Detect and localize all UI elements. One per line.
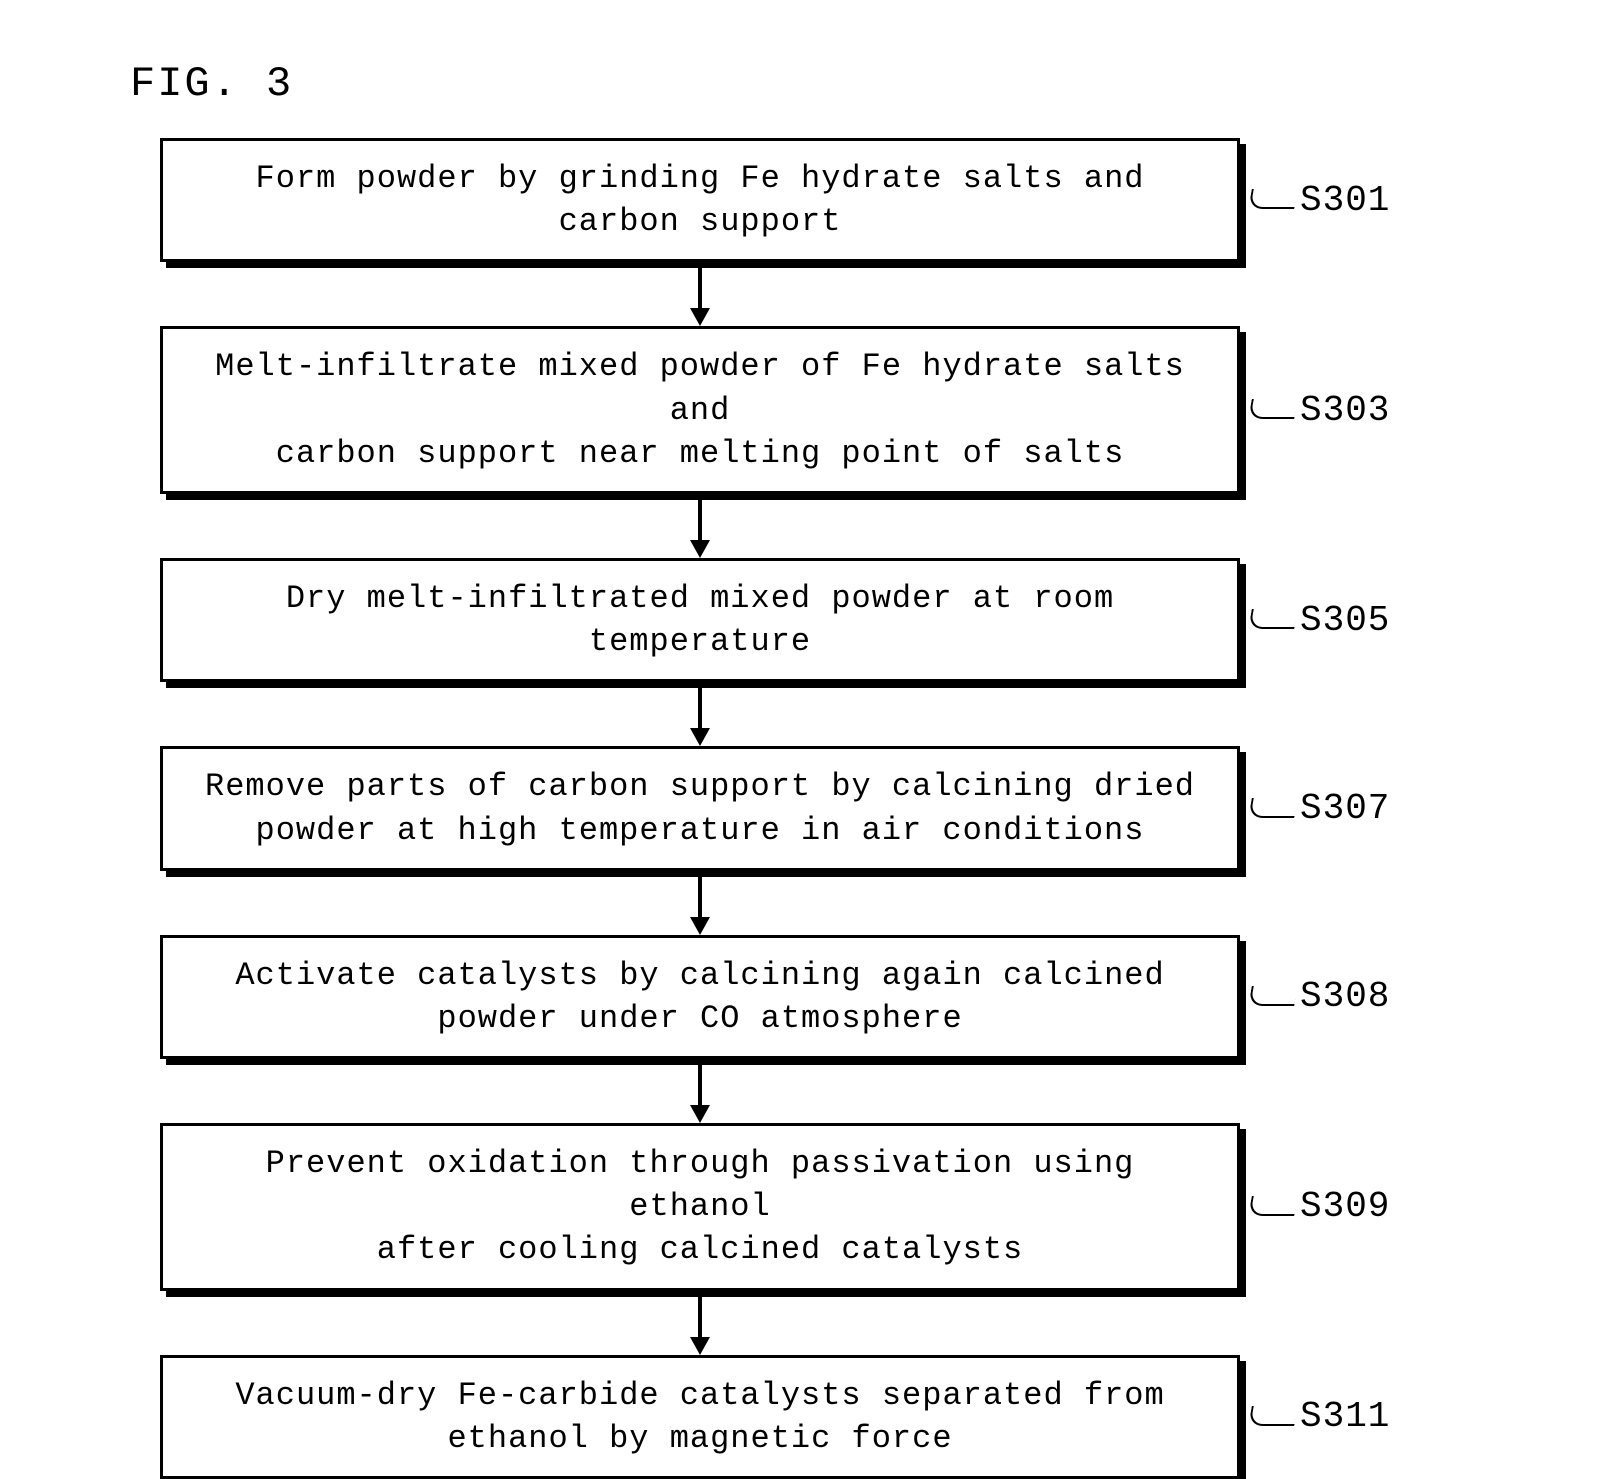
flow-step-label: S307 bbox=[1250, 788, 1390, 829]
flow-step-box: Vacuum-dry Fe-carbide catalysts separate… bbox=[160, 1355, 1240, 1479]
leader-line bbox=[1250, 611, 1294, 629]
flow-step-label: S311 bbox=[1250, 1396, 1390, 1437]
step-id: S305 bbox=[1300, 600, 1390, 641]
flow-step-label: S308 bbox=[1250, 976, 1390, 1017]
flow-step-label: S301 bbox=[1250, 180, 1390, 221]
leader-line bbox=[1250, 988, 1294, 1006]
flow-arrow bbox=[160, 871, 1240, 935]
leader-line bbox=[1250, 401, 1294, 419]
step-id: S307 bbox=[1300, 788, 1390, 829]
flow-step-row: Prevent oxidation through passivation us… bbox=[160, 1123, 1390, 1291]
figure-title: FIG. 3 bbox=[130, 60, 1492, 108]
step-id: S309 bbox=[1300, 1186, 1390, 1227]
leader-line bbox=[1250, 1408, 1294, 1426]
flow-step-row: Melt-infiltrate mixed powder of Fe hydra… bbox=[160, 326, 1390, 494]
flow-step-row: Activate catalysts by calcining again ca… bbox=[160, 935, 1390, 1059]
flow-arrow bbox=[160, 494, 1240, 558]
flow-step-box: Remove parts of carbon support by calcin… bbox=[160, 746, 1240, 870]
step-id: S303 bbox=[1300, 390, 1390, 431]
flow-step-label: S309 bbox=[1250, 1186, 1390, 1227]
flow-step-row: Dry melt-infiltrated mixed powder at roo… bbox=[160, 558, 1390, 682]
flow-arrow bbox=[160, 1291, 1240, 1355]
step-id: S301 bbox=[1300, 180, 1390, 221]
flow-step-box: Melt-infiltrate mixed powder of Fe hydra… bbox=[160, 326, 1240, 494]
flow-step-box: Form powder by grinding Fe hydrate salts… bbox=[160, 138, 1240, 262]
flow-step-box: Activate catalysts by calcining again ca… bbox=[160, 935, 1240, 1059]
leader-line bbox=[1250, 800, 1294, 818]
flow-step-label: S305 bbox=[1250, 600, 1390, 641]
step-id: S311 bbox=[1300, 1396, 1390, 1437]
flow-step-row: Form powder by grinding Fe hydrate salts… bbox=[160, 138, 1390, 262]
figure-page: FIG. 3 Form powder by grinding Fe hydrat… bbox=[0, 0, 1612, 1468]
leader-line bbox=[1250, 1198, 1294, 1216]
flow-step-row: Remove parts of carbon support by calcin… bbox=[160, 746, 1390, 870]
flow-step-label: S303 bbox=[1250, 390, 1390, 431]
leader-line bbox=[1250, 191, 1294, 209]
flow-arrow bbox=[160, 1059, 1240, 1123]
flow-step-row: Vacuum-dry Fe-carbide catalysts separate… bbox=[160, 1355, 1390, 1479]
step-id: S308 bbox=[1300, 976, 1390, 1017]
flow-arrow bbox=[160, 682, 1240, 746]
flow-step-box: Prevent oxidation through passivation us… bbox=[160, 1123, 1240, 1291]
flowchart: Form powder by grinding Fe hydrate salts… bbox=[160, 138, 1492, 1479]
flow-step-box: Dry melt-infiltrated mixed powder at roo… bbox=[160, 558, 1240, 682]
flow-arrow bbox=[160, 262, 1240, 326]
